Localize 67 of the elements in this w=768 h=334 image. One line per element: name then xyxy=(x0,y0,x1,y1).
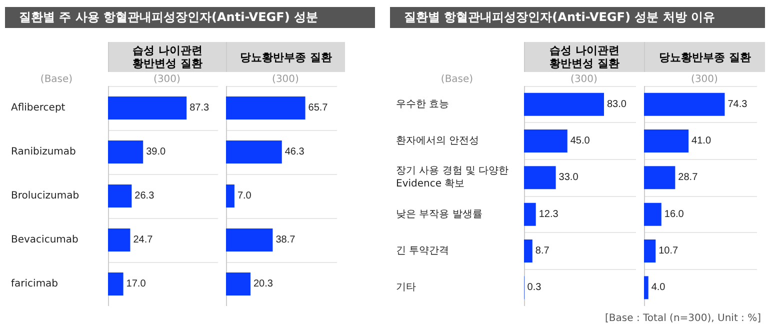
chart-title: 질환별 주 사용 항혈관내피성장인자(Anti-VEGF) 성분 xyxy=(5,7,375,28)
y-tick-label: 기타 xyxy=(396,282,416,294)
data-label: 65.7 xyxy=(308,102,328,114)
y-tick-label: 장기 사용 경험 및 다양한 Evidence 확보 xyxy=(396,166,512,190)
y-tick-label: faricimab xyxy=(11,278,58,290)
data-label: 83.0 xyxy=(607,98,627,110)
bar xyxy=(644,92,725,116)
y-tick-label: 낮은 부작용 발생률 xyxy=(396,208,482,220)
bar xyxy=(524,166,556,190)
bar xyxy=(108,140,144,164)
data-label: 26.3 xyxy=(134,190,155,202)
data-label: 16.0 xyxy=(664,208,684,220)
data-label: 33.0 xyxy=(558,172,579,184)
data-label: 38.7 xyxy=(276,234,296,246)
bar xyxy=(524,240,532,262)
y-tick-label: Ranibizumab xyxy=(11,146,76,158)
data-label: 46.3 xyxy=(284,146,305,158)
text: (300) xyxy=(152,73,182,87)
text: 당뇨황반부종 질환 xyxy=(644,42,765,72)
data-label: 8.7 xyxy=(535,246,550,256)
text: [Base : Total (n=300), Unit : %] xyxy=(605,313,761,324)
data-label: 7.0 xyxy=(237,190,252,202)
bar xyxy=(108,184,132,208)
data-label: 45.0 xyxy=(570,136,590,146)
text: (300) xyxy=(570,73,598,87)
chart-title: 질환별 항혈관내피성장인자(Anti-VEGF) 성분 처방 이유 xyxy=(390,7,765,28)
text: (300) xyxy=(271,73,300,87)
y-tick-label: Brolucizumab xyxy=(11,190,80,202)
bar xyxy=(108,272,124,296)
bar xyxy=(108,228,130,252)
data-label: 74.3 xyxy=(728,98,748,110)
text: 습성 나이관련 황반변성 질환 xyxy=(524,42,644,72)
bar xyxy=(524,92,604,116)
bar xyxy=(108,96,187,120)
data-label: 12.3 xyxy=(538,208,559,220)
bar xyxy=(226,228,273,252)
text: 당뇨황반부종 질환 xyxy=(226,42,345,72)
data-label: 39.0 xyxy=(146,146,166,158)
bar xyxy=(644,240,656,262)
data-label: 4.0 xyxy=(651,282,666,294)
y-tick-label: 긴 투약간격 xyxy=(396,246,450,256)
data-label: 24.7 xyxy=(133,234,154,246)
bar xyxy=(644,276,648,300)
data-label: 41.0 xyxy=(692,136,712,146)
y-tick-label: 환자에서의 안전성 xyxy=(396,136,480,146)
text: (Base) xyxy=(39,73,74,87)
y-tick-label: 우수한 효능 xyxy=(396,98,450,110)
bar xyxy=(524,130,568,152)
bar xyxy=(524,202,536,226)
bar xyxy=(226,140,282,164)
data-label: 20.3 xyxy=(254,278,274,290)
text: (Base) xyxy=(440,73,474,87)
data-label: 28.7 xyxy=(678,172,698,184)
data-label: 87.3 xyxy=(190,102,210,114)
bar xyxy=(226,272,250,296)
text: 습성 나이관련 황반변성 질환 xyxy=(108,42,226,72)
data-label: 0.3 xyxy=(527,282,542,294)
y-tick-label: Aflibercept xyxy=(11,102,66,114)
text: (300) xyxy=(690,73,719,87)
data-label: 17.0 xyxy=(126,278,146,290)
y-tick-label: Bevacicumab xyxy=(11,234,78,246)
bar xyxy=(644,202,662,226)
data-label: 10.7 xyxy=(658,246,679,256)
bar xyxy=(644,130,689,152)
bar xyxy=(644,166,676,190)
bar xyxy=(226,184,234,208)
bar xyxy=(226,96,306,120)
